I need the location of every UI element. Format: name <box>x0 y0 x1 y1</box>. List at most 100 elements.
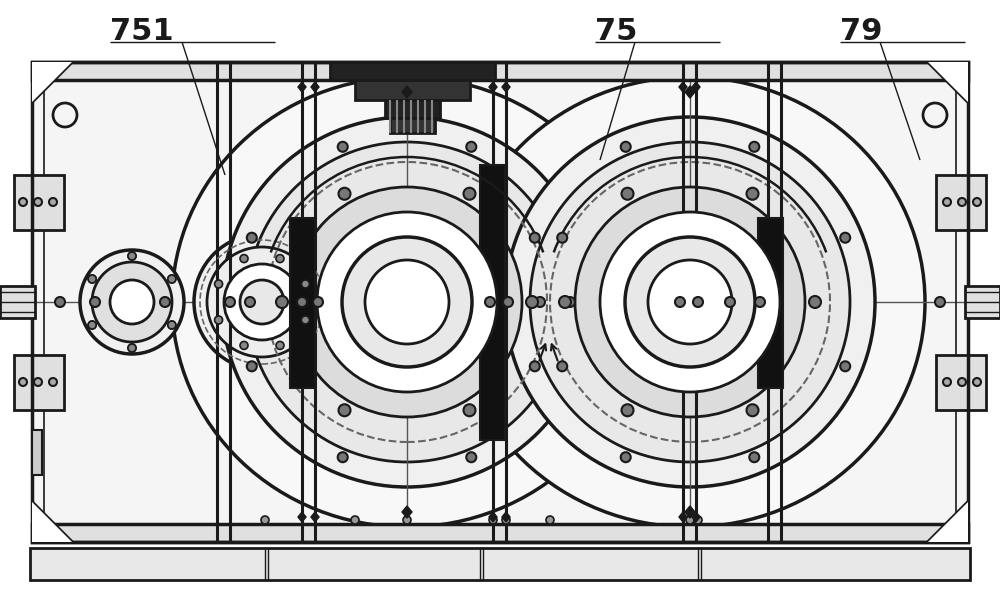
Circle shape <box>485 297 495 307</box>
Circle shape <box>313 297 323 307</box>
Circle shape <box>245 297 255 307</box>
Circle shape <box>749 142 759 152</box>
Polygon shape <box>298 512 306 522</box>
Circle shape <box>694 516 702 524</box>
Circle shape <box>88 321 96 329</box>
Circle shape <box>34 198 42 206</box>
Circle shape <box>297 297 307 307</box>
Polygon shape <box>679 82 687 92</box>
Bar <box>32 62 968 542</box>
Circle shape <box>301 280 309 288</box>
Circle shape <box>342 237 472 367</box>
Circle shape <box>530 142 850 462</box>
Circle shape <box>55 297 65 307</box>
Circle shape <box>317 212 497 392</box>
Bar <box>330 62 495 80</box>
Ellipse shape <box>455 77 925 527</box>
Circle shape <box>526 296 538 308</box>
Circle shape <box>503 297 513 307</box>
Polygon shape <box>502 512 510 522</box>
Polygon shape <box>32 62 72 102</box>
Ellipse shape <box>172 77 642 527</box>
Bar <box>32 62 968 542</box>
Circle shape <box>247 361 257 371</box>
Circle shape <box>530 361 540 371</box>
Circle shape <box>276 341 284 350</box>
Circle shape <box>247 142 567 462</box>
Circle shape <box>973 198 981 206</box>
Circle shape <box>247 233 257 243</box>
Bar <box>355 80 470 100</box>
Circle shape <box>168 321 176 329</box>
Bar <box>44 74 956 530</box>
Circle shape <box>225 297 235 307</box>
Circle shape <box>88 321 96 329</box>
Polygon shape <box>685 86 695 98</box>
Circle shape <box>240 280 284 324</box>
Circle shape <box>222 117 592 487</box>
Circle shape <box>464 188 476 200</box>
Polygon shape <box>402 86 412 98</box>
Polygon shape <box>32 502 72 542</box>
Bar <box>14 355 64 410</box>
Bar <box>936 175 986 230</box>
Circle shape <box>746 188 759 200</box>
Circle shape <box>88 275 96 283</box>
Polygon shape <box>692 82 700 92</box>
Circle shape <box>466 452 476 462</box>
Circle shape <box>725 297 735 307</box>
Bar <box>290 218 315 388</box>
Circle shape <box>338 142 348 152</box>
Circle shape <box>80 250 184 354</box>
Bar <box>758 218 783 388</box>
Circle shape <box>622 188 634 200</box>
Circle shape <box>559 296 571 308</box>
Circle shape <box>168 321 176 329</box>
Circle shape <box>215 316 223 324</box>
Circle shape <box>110 280 154 324</box>
Polygon shape <box>489 82 497 92</box>
Circle shape <box>240 255 248 263</box>
Circle shape <box>973 378 981 386</box>
Circle shape <box>621 142 631 152</box>
Circle shape <box>34 378 42 386</box>
Circle shape <box>557 233 567 243</box>
Polygon shape <box>402 506 412 518</box>
Circle shape <box>207 247 317 357</box>
Circle shape <box>351 516 359 524</box>
Polygon shape <box>692 512 700 522</box>
Circle shape <box>128 252 136 260</box>
Bar <box>385 100 440 118</box>
Circle shape <box>686 516 694 524</box>
Circle shape <box>90 297 100 307</box>
Text: 75: 75 <box>595 17 637 46</box>
Circle shape <box>168 275 176 283</box>
Polygon shape <box>928 62 968 102</box>
Circle shape <box>19 378 27 386</box>
Circle shape <box>935 297 945 307</box>
Bar <box>480 165 505 440</box>
Circle shape <box>168 275 176 283</box>
Circle shape <box>546 516 554 524</box>
Polygon shape <box>489 512 497 522</box>
Circle shape <box>809 296 821 308</box>
Circle shape <box>489 516 497 524</box>
Polygon shape <box>298 82 306 92</box>
Circle shape <box>276 255 284 263</box>
Circle shape <box>301 316 309 324</box>
Circle shape <box>749 452 759 462</box>
Circle shape <box>530 233 540 243</box>
Circle shape <box>19 198 27 206</box>
Bar <box>32 524 968 542</box>
Text: 79: 79 <box>840 17 883 46</box>
Bar <box>965 286 1000 318</box>
Polygon shape <box>679 512 687 522</box>
Circle shape <box>675 297 685 307</box>
Circle shape <box>625 237 755 367</box>
Circle shape <box>464 404 476 416</box>
Circle shape <box>505 117 875 487</box>
Circle shape <box>535 297 545 307</box>
Circle shape <box>92 262 172 342</box>
Circle shape <box>958 378 966 386</box>
Bar <box>32 430 42 475</box>
